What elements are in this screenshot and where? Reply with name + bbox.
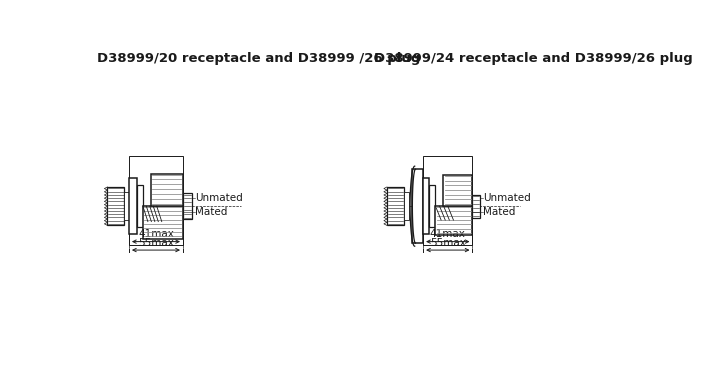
Text: Unmated: Unmated	[195, 193, 243, 204]
Text: 41max: 41max	[430, 229, 466, 239]
Bar	[423, 156, 472, 245]
Bar	[129, 156, 183, 245]
Bar	[423, 179, 430, 234]
Bar	[472, 195, 480, 218]
Text: 55max: 55max	[138, 238, 174, 248]
Bar	[107, 187, 124, 225]
Text: D38999/24 receptacle and D38999/26 plug: D38999/24 receptacle and D38999/26 plug	[374, 52, 693, 65]
Bar	[143, 206, 183, 239]
Bar	[124, 192, 129, 220]
Bar	[404, 192, 408, 220]
Text: Unmated: Unmated	[484, 193, 531, 204]
Bar	[387, 187, 404, 225]
Bar	[151, 174, 183, 206]
Text: 41max: 41max	[138, 229, 174, 239]
Bar	[183, 193, 192, 219]
Bar	[435, 206, 472, 236]
Bar	[137, 185, 143, 227]
Bar	[443, 176, 472, 206]
Text: D38999/20 receptacle and D38999 /26 plug: D38999/20 receptacle and D38999 /26 plug	[97, 52, 420, 65]
Text: Mated: Mated	[195, 207, 228, 217]
Bar	[430, 185, 435, 227]
Bar	[413, 169, 423, 243]
Text: 55max: 55max	[430, 238, 466, 248]
Bar	[129, 179, 137, 234]
Text: Mated: Mated	[484, 207, 515, 217]
